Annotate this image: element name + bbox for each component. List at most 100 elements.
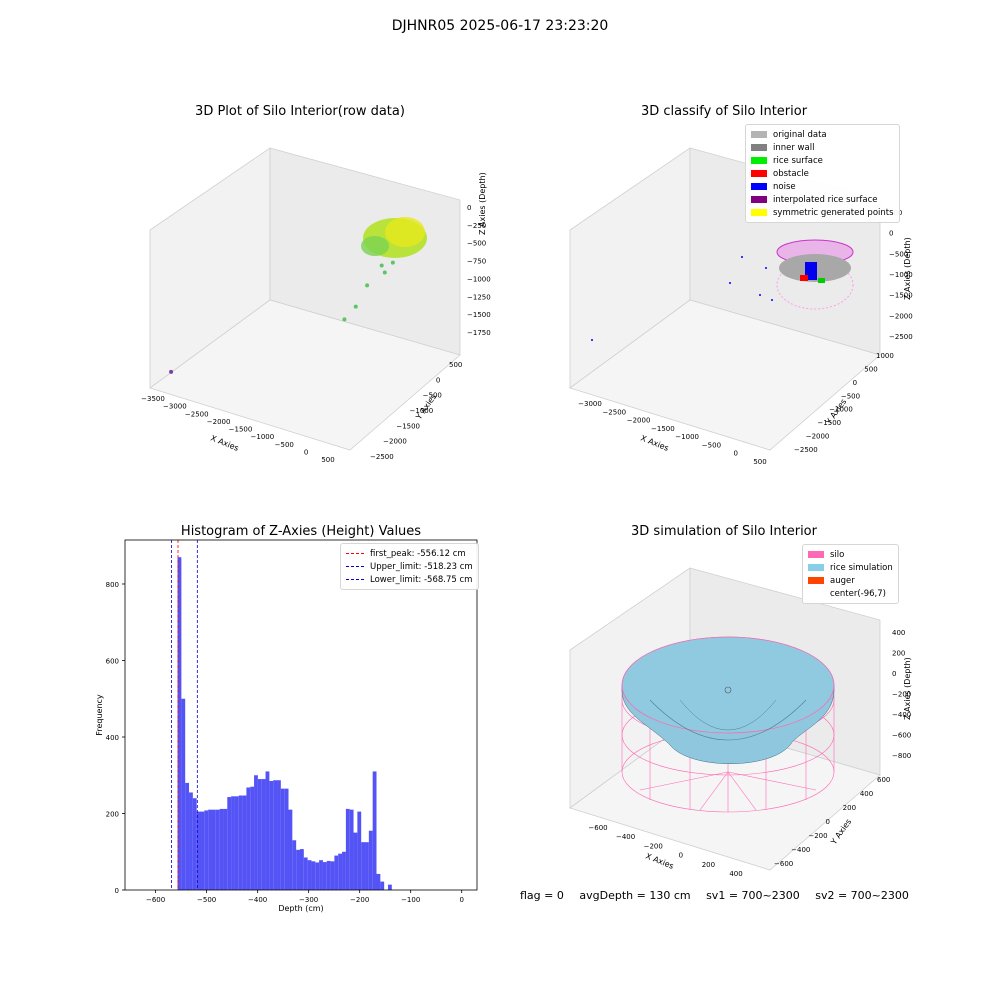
sv2-status: sv2 = 700~2300 [815, 889, 909, 902]
legend-swatch [346, 579, 364, 580]
histogram-bar [223, 808, 228, 890]
flag-status: flag = 0 [520, 889, 564, 902]
histogram-bar [234, 796, 239, 890]
histogram-bar [345, 808, 350, 890]
raw-ytick-label: −500 [423, 392, 442, 400]
histogram-bar [238, 795, 243, 890]
simulation-plot-title: 3D simulation of Silo Interior [631, 524, 817, 539]
legend-entry: Upper_limit: -518.23 cm [346, 560, 473, 573]
histogram-bar [368, 830, 373, 890]
histogram-ytick-label: 0 [115, 887, 119, 895]
histogram-bar [361, 842, 366, 890]
legend-label: rice surface [773, 155, 823, 166]
legend-label: noise [773, 181, 796, 192]
raw-ztick-label: −1750 [467, 329, 491, 337]
classify-xtick-label: 500 [753, 458, 766, 466]
legend-swatch [808, 577, 824, 584]
legend-label: first_peak: -556.12 cm [370, 548, 466, 559]
histogram-bar [254, 775, 258, 890]
legend-swatch [751, 157, 767, 164]
legend-swatch [346, 553, 364, 554]
histogram-bar [288, 809, 293, 890]
raw-plot-title: 3D Plot of Silo Interior(row data) [195, 104, 405, 119]
raw-xtick-label: −1000 [251, 433, 275, 441]
raw-data-point [365, 283, 370, 288]
simulation-ylabel: Y Axies [829, 817, 854, 847]
histogram-bar [277, 780, 281, 890]
simulation-legend: silo rice simulation auger center(-96,7) [802, 544, 899, 604]
simulation-ztick-label: −600 [892, 732, 911, 740]
histogram-bar [242, 795, 247, 890]
histogram-bar [284, 788, 289, 890]
raw-data-point [342, 317, 347, 322]
histogram-legend: first_peak: -556.12 cm Upper_limit: -518.… [340, 543, 479, 590]
classify-ytick-label: 500 [864, 365, 877, 373]
legend-entry: inner wall [751, 141, 894, 154]
raw-xtick-label: −3000 [163, 403, 187, 411]
histogram-bar [215, 809, 220, 890]
classify-xtick-label: 0 [733, 450, 737, 458]
classify-ztick-label: −2000 [889, 312, 913, 320]
legend-swatch [751, 131, 767, 138]
legend-entry: rice surface [751, 154, 894, 167]
figure-title: DJHNR05 2025-06-17 23:23:20 [391, 18, 609, 34]
histogram-bar [208, 809, 212, 890]
simulation-ztick-label: −200 [892, 691, 911, 699]
simulation-ztick-label: 400 [892, 629, 905, 637]
simulation-ztick-label: −400 [892, 711, 911, 719]
legend-entry: symmetric generated points [751, 206, 894, 219]
classify-ytick-label: −2500 [794, 446, 818, 454]
classify-ztick-label: −1500 [889, 292, 913, 300]
simulation-ztick-label: 0 [892, 670, 896, 678]
histogram-bar [296, 849, 300, 890]
legend-label: inner wall [773, 142, 815, 153]
histogram-bar [387, 884, 392, 890]
classify-obstacle [800, 275, 808, 281]
simulation-xtick-label: 200 [702, 861, 715, 869]
histogram-bar [227, 797, 232, 890]
histogram-xtick-label: −300 [299, 896, 318, 904]
raw-ytick-label: −1000 [410, 407, 434, 415]
raw-xtick-label: −500 [275, 441, 294, 449]
legend-entry: interpolated rice surface [751, 193, 894, 206]
legend-label: symmetric generated points [773, 207, 894, 218]
legend-label: rice simulation [830, 562, 893, 573]
center-marker [724, 686, 732, 694]
legend-label: original data [773, 129, 827, 140]
avg-depth-status: avgDepth = 130 cm [579, 889, 691, 902]
raw-data-point [169, 369, 174, 374]
histogram-bar [273, 780, 278, 890]
classify-xtick-label: −3000 [578, 400, 602, 408]
histogram-bar [334, 855, 339, 890]
legend-swatch [751, 144, 767, 151]
legend-label: interpolated rice surface [773, 194, 878, 205]
histogram-bar [322, 862, 327, 890]
classify-zlabel: Z Axies (Depth) [903, 237, 912, 300]
simulation-ztick-label: 200 [892, 650, 905, 658]
raw-xtick-label: −2000 [207, 418, 231, 426]
classify-ytick-label: −1000 [829, 406, 853, 414]
histogram-ytick-label: 800 [106, 581, 119, 589]
raw-ytick-label: −1500 [396, 422, 420, 430]
histogram-bar [307, 860, 312, 890]
legend-entry: original data [751, 128, 894, 141]
sv1-status: sv1 = 700~2300 [706, 889, 800, 902]
histogram-ylabel: Frequency [95, 694, 104, 736]
raw-data-point [353, 304, 358, 309]
classify-ytick-label: 1000 [876, 352, 894, 360]
simulation-ytick-label: 200 [843, 804, 856, 812]
histogram-bar [280, 788, 285, 890]
legend-swatch [751, 209, 767, 216]
simulation-xtick-label: −400 [616, 833, 635, 841]
histogram-bar [189, 792, 193, 890]
legend-entry: first_peak: -556.12 cm [346, 547, 473, 560]
simulation-xtick-label: 400 [729, 870, 742, 878]
classify-ztick-label: −2500 [889, 333, 913, 341]
legend-label: silo [830, 549, 845, 560]
legend-swatch [346, 566, 364, 567]
classify-xtick-label: −1500 [651, 425, 675, 433]
raw-data-point [382, 270, 387, 275]
histogram-bar [342, 851, 346, 890]
histogram-xtick-label: −200 [350, 896, 369, 904]
classify-ztick-label: −1000 [889, 271, 913, 279]
